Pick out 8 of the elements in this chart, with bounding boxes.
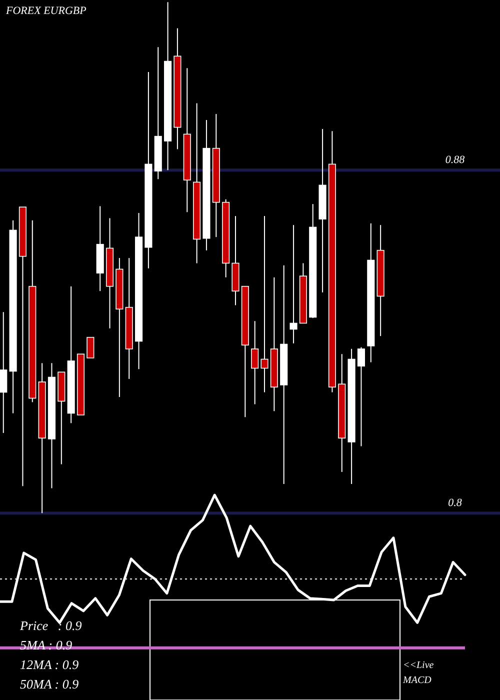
annotation: MACD bbox=[402, 675, 432, 686]
y-tick-label: 0.8 bbox=[448, 497, 462, 510]
annotation: Price : 0.9 bbox=[19, 618, 82, 633]
annotation: 12MA : 0.9 bbox=[20, 657, 80, 672]
annotation: 50MA : 0.9 bbox=[20, 676, 80, 692]
annotation: <<Live bbox=[403, 660, 434, 671]
chart-title: FOREX EURGBP bbox=[5, 5, 87, 17]
y-tick-label: 0.88 bbox=[445, 154, 466, 166]
